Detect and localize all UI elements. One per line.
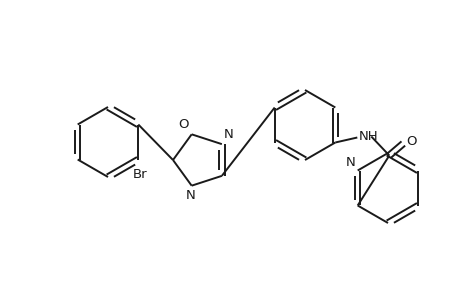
Text: NH: NH bbox=[358, 130, 377, 143]
Text: N: N bbox=[224, 128, 233, 141]
Text: N: N bbox=[185, 189, 195, 202]
Text: Br: Br bbox=[133, 167, 147, 181]
Text: O: O bbox=[405, 135, 416, 148]
Text: O: O bbox=[178, 118, 188, 131]
Text: N: N bbox=[345, 155, 355, 169]
